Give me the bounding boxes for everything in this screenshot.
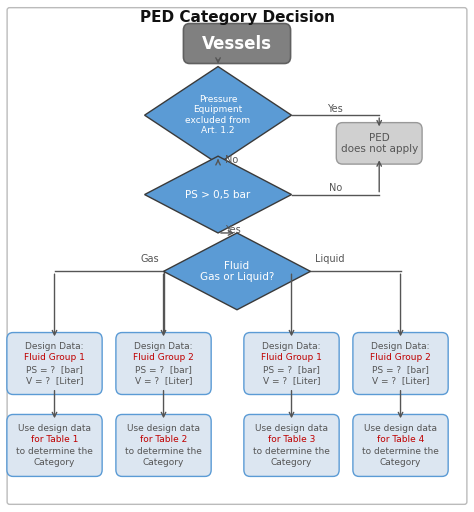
Text: Design Data:: Design Data: xyxy=(371,342,430,351)
Text: PS = ?  [bar]: PS = ? [bar] xyxy=(372,365,429,374)
Polygon shape xyxy=(164,233,310,310)
Text: for Table 3: for Table 3 xyxy=(268,435,315,444)
Polygon shape xyxy=(145,67,292,164)
FancyBboxPatch shape xyxy=(353,333,448,394)
Polygon shape xyxy=(145,156,292,233)
Text: PS = ?  [bar]: PS = ? [bar] xyxy=(135,365,192,374)
Text: Fluid Group 1: Fluid Group 1 xyxy=(24,353,85,362)
Text: for Table 2: for Table 2 xyxy=(140,435,187,444)
Text: Design Data:: Design Data: xyxy=(25,342,84,351)
FancyBboxPatch shape xyxy=(244,415,339,476)
Text: PS > 0,5 bar: PS > 0,5 bar xyxy=(185,189,251,200)
Text: Liquid: Liquid xyxy=(315,253,345,264)
Text: PS = ?  [bar]: PS = ? [bar] xyxy=(263,365,320,374)
Text: Fluid Group 1: Fluid Group 1 xyxy=(261,353,322,362)
Text: Use design data: Use design data xyxy=(364,424,437,433)
Text: Category: Category xyxy=(34,458,75,467)
Text: Pressure
Equipment
excluded from
Art. 1.2: Pressure Equipment excluded from Art. 1.… xyxy=(185,95,251,135)
FancyBboxPatch shape xyxy=(116,415,211,476)
Text: Fluid
Gas or Liquid?: Fluid Gas or Liquid? xyxy=(200,261,274,282)
Text: Design Data:: Design Data: xyxy=(134,342,193,351)
Text: Yes: Yes xyxy=(328,104,343,114)
Text: Fluid Group 2: Fluid Group 2 xyxy=(370,353,431,362)
Text: Use design data: Use design data xyxy=(255,424,328,433)
Text: No: No xyxy=(225,155,238,165)
Text: V = ?  [Liter]: V = ? [Liter] xyxy=(263,376,320,385)
Text: PED Category Decision: PED Category Decision xyxy=(139,10,335,26)
FancyBboxPatch shape xyxy=(183,24,291,63)
Text: Category: Category xyxy=(271,458,312,467)
Text: PS = ?  [bar]: PS = ? [bar] xyxy=(26,365,83,374)
FancyBboxPatch shape xyxy=(7,8,467,504)
Text: V = ?  [Liter]: V = ? [Liter] xyxy=(26,376,83,385)
Text: Yes: Yes xyxy=(225,225,241,236)
Text: to determine the: to determine the xyxy=(362,446,439,456)
Text: Gas: Gas xyxy=(140,253,159,264)
Text: for Table 4: for Table 4 xyxy=(377,435,424,444)
Text: to determine the: to determine the xyxy=(125,446,202,456)
Text: Category: Category xyxy=(143,458,184,467)
FancyBboxPatch shape xyxy=(116,333,211,394)
Text: Vessels: Vessels xyxy=(202,34,272,53)
Text: No: No xyxy=(329,183,342,194)
Text: V = ?  [Liter]: V = ? [Liter] xyxy=(135,376,192,385)
Text: Use design data: Use design data xyxy=(127,424,200,433)
Text: Fluid Group 2: Fluid Group 2 xyxy=(133,353,194,362)
FancyBboxPatch shape xyxy=(244,333,339,394)
FancyBboxPatch shape xyxy=(7,333,102,394)
FancyBboxPatch shape xyxy=(336,123,422,164)
FancyBboxPatch shape xyxy=(7,415,102,476)
Text: Category: Category xyxy=(380,458,421,467)
Text: PED
does not apply: PED does not apply xyxy=(341,133,418,154)
Text: to determine the: to determine the xyxy=(16,446,93,456)
Text: Use design data: Use design data xyxy=(18,424,91,433)
Text: for Table 1: for Table 1 xyxy=(31,435,78,444)
Text: to determine the: to determine the xyxy=(253,446,330,456)
Text: Design Data:: Design Data: xyxy=(262,342,321,351)
FancyBboxPatch shape xyxy=(353,415,448,476)
Text: V = ?  [Liter]: V = ? [Liter] xyxy=(372,376,429,385)
